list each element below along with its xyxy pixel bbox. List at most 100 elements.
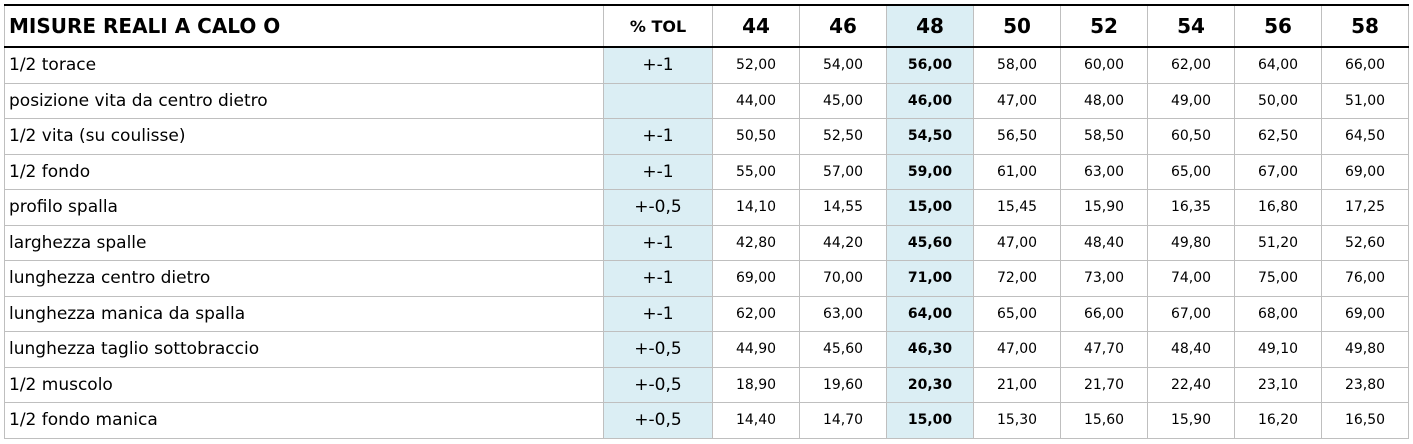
measure-label: 1/2 torace (4, 46, 604, 84)
measure-value: 59,00 (886, 153, 974, 190)
measure-value: 20,30 (886, 366, 974, 403)
measure-row: lunghezza taglio sottobraccio +-0,5 44,90 4… (4, 331, 1409, 368)
tolerance: +-0,5 (603, 189, 713, 226)
size-header: 56 (1234, 4, 1322, 48)
tolerance: +-1 (603, 153, 713, 190)
measure-value: 64,00 (886, 295, 974, 332)
measure-label: posizione vita da centro dietro (4, 82, 604, 119)
measure-value: 16,35 (1147, 189, 1235, 226)
measure-value: 44,20 (799, 224, 887, 261)
measure-value: 15,60 (1060, 402, 1148, 439)
tolerance: +-0,5 (603, 331, 713, 368)
tolerance: +-1 (603, 118, 713, 155)
measure-value: 64,50 (1321, 118, 1409, 155)
measure-value: 66,00 (1321, 46, 1409, 84)
measure-value: 14,55 (799, 189, 887, 226)
measure-value: 75,00 (1234, 260, 1322, 297)
measure-row: 1/2 vita (su coulisse) +-1 50,50 52,50 54,50… (4, 118, 1409, 155)
measure-value: 21,70 (1060, 366, 1148, 403)
measure-value: 72,00 (973, 260, 1061, 297)
header-row: MISURE REALI A CALO O% TOL 44 46 48 50 52 54 56… (4, 4, 1409, 48)
measure-row: lunghezza manica da spalla +-1 62,00 63,00 6… (4, 295, 1409, 332)
measure-value: 16,20 (1234, 402, 1322, 439)
measure-value: 61,00 (973, 153, 1061, 190)
tolerance: +-0,5 (603, 402, 713, 439)
measure-value: 65,00 (1147, 153, 1235, 190)
measure-value: 15,00 (886, 189, 974, 226)
measure-value: 49,10 (1234, 331, 1322, 368)
size-header: 44 (712, 4, 800, 48)
measure-value: 66,00 (1060, 295, 1148, 332)
header-tol: % TOL (603, 4, 713, 48)
measure-value: 45,60 (886, 224, 974, 261)
measure-value: 48,00 (1060, 82, 1148, 119)
measure-value: 15,45 (973, 189, 1061, 226)
measure-value: 48,40 (1147, 331, 1235, 368)
measure-value: 16,80 (1234, 189, 1322, 226)
measure-value: 42,80 (712, 224, 800, 261)
measure-value: 15,90 (1060, 189, 1148, 226)
measure-value: 62,50 (1234, 118, 1322, 155)
measure-value: 69,00 (712, 260, 800, 297)
measure-value: 47,00 (973, 224, 1061, 261)
measure-value: 45,60 (799, 331, 887, 368)
tolerance: +-0,5 (603, 366, 713, 403)
measure-value: 49,00 (1147, 82, 1235, 119)
measure-row: 1/2 fondo +-1 55,00 57,00 59,00 61,00 63,00 65,… (4, 153, 1409, 190)
measure-value: 44,00 (712, 82, 800, 119)
measure-value: 52,60 (1321, 224, 1409, 261)
measure-value: 56,50 (973, 118, 1061, 155)
measure-value: 76,00 (1321, 260, 1409, 297)
measure-value: 23,80 (1321, 366, 1409, 403)
measure-value: 63,00 (799, 295, 887, 332)
measure-value: 15,30 (973, 402, 1061, 439)
measure-label: lunghezza manica da spalla (4, 295, 604, 332)
measure-label: larghezza spalle (4, 224, 604, 261)
measure-value: 70,00 (799, 260, 887, 297)
measure-label: 1/2 vita (su coulisse) (4, 118, 604, 155)
measure-value: 58,50 (1060, 118, 1148, 155)
measure-value: 54,00 (799, 46, 887, 84)
header-title: MISURE REALI A CALO O (4, 4, 604, 48)
size-header: 58 (1321, 4, 1409, 48)
measure-value: 52,00 (712, 46, 800, 84)
size-table: MISURE REALI A CALO O% TOL 44 46 48 50 52 54 56… (4, 4, 1409, 439)
measure-value: 73,00 (1060, 260, 1148, 297)
measure-value: 21,00 (973, 366, 1061, 403)
measure-value: 74,00 (1147, 260, 1235, 297)
measure-value: 14,70 (799, 402, 887, 439)
measure-value: 64,00 (1234, 46, 1322, 84)
measure-value: 47,70 (1060, 331, 1148, 368)
measure-row: profilo spalla +-0,5 14,10 14,55 15,00 15,45 1… (4, 189, 1409, 226)
measure-value: 67,00 (1234, 153, 1322, 190)
measure-value: 15,90 (1147, 402, 1235, 439)
measure-value: 23,10 (1234, 366, 1322, 403)
measure-row: 1/2 muscolo +-0,5 18,90 19,60 20,30 21,00 21,7… (4, 366, 1409, 403)
tolerance: +-1 (603, 260, 713, 297)
measure-label: profilo spalla (4, 189, 604, 226)
measure-row: 1/2 torace +-1 52,00 54,00 56,00 58,00 60,00 62… (4, 46, 1409, 84)
measure-value: 47,00 (973, 331, 1061, 368)
measure-value: 22,40 (1147, 366, 1235, 403)
measure-value: 49,80 (1321, 331, 1409, 368)
measure-label: 1/2 fondo manica (4, 402, 604, 439)
tolerance: +-1 (603, 224, 713, 261)
size-header: 46 (799, 4, 887, 48)
size-header: 50 (973, 4, 1061, 48)
measure-value: 51,00 (1321, 82, 1409, 119)
measure-value: 45,00 (799, 82, 887, 119)
measure-value: 68,00 (1234, 295, 1322, 332)
measure-value: 19,60 (799, 366, 887, 403)
measure-value: 47,00 (973, 82, 1061, 119)
measure-value: 57,00 (799, 153, 887, 190)
tolerance: +-1 (603, 295, 713, 332)
measure-value: 56,00 (886, 46, 974, 84)
measure-value: 51,20 (1234, 224, 1322, 261)
measure-value: 44,90 (712, 331, 800, 368)
size-header: 54 (1147, 4, 1235, 48)
measure-label: lunghezza centro dietro (4, 260, 604, 297)
size-header: 52 (1060, 4, 1148, 48)
measure-value: 67,00 (1147, 295, 1235, 332)
measure-value: 14,40 (712, 402, 800, 439)
